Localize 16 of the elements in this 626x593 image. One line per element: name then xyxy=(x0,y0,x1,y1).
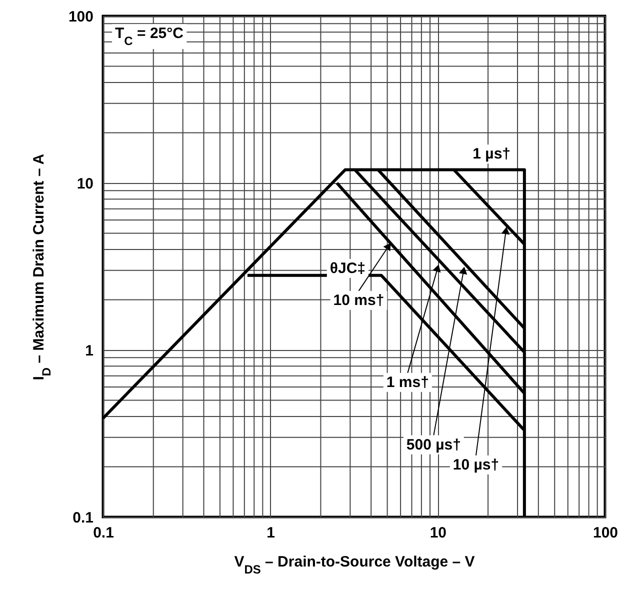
x-tick-label: 10 xyxy=(430,524,447,542)
x-tick-label: 1 xyxy=(266,524,276,542)
y-tick-label: 1 xyxy=(85,342,94,360)
y-tick-label: 10 xyxy=(76,176,94,192)
annotation: T$_{C}$ = 25°C xyxy=(115,25,184,48)
annotation: θJC‡ xyxy=(330,260,366,277)
annotation: 500 µs† xyxy=(406,436,461,454)
annotation: 10 ms† xyxy=(333,292,384,309)
x-tick-label: 0.1 xyxy=(93,524,114,542)
y-tick-label: 0.1 xyxy=(72,510,94,526)
annotation: 1 ms† xyxy=(386,374,429,391)
annotation: 1 µs† xyxy=(472,146,511,163)
x-axis-title: V$_{DS}$ – Drain-to-Source Voltage – V xyxy=(234,554,475,576)
annotation: 10 µs† xyxy=(452,456,500,474)
y-tick-label: 100 xyxy=(68,8,94,26)
x-tick-label: 100 xyxy=(592,524,618,542)
